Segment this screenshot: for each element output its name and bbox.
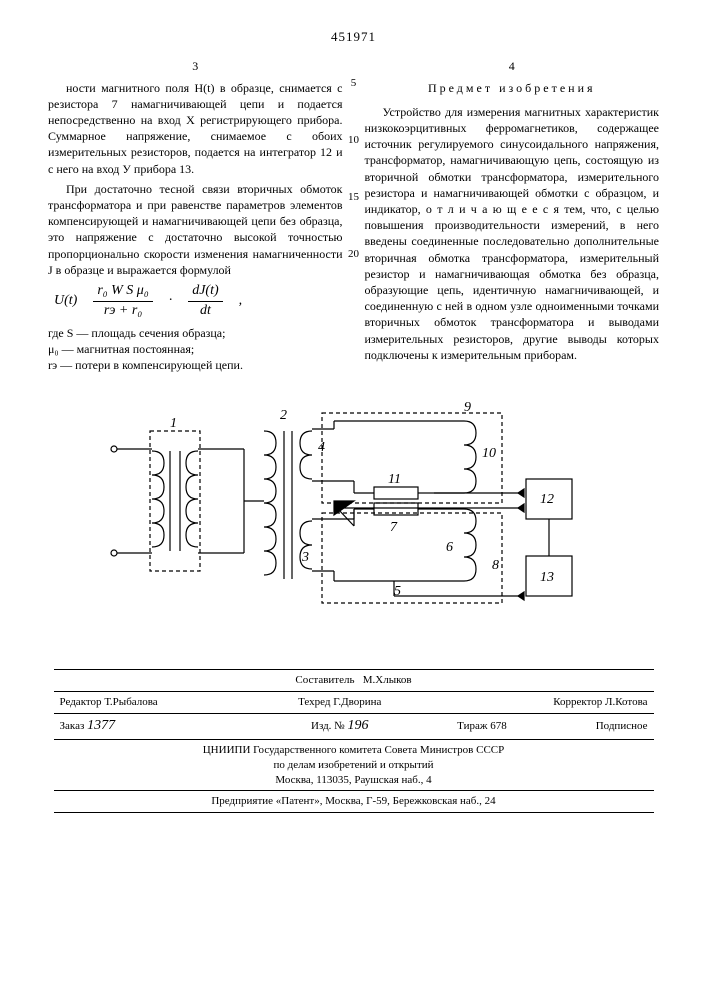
node-12: 12 xyxy=(540,492,554,507)
ed-label: Изд. № xyxy=(311,720,345,732)
where-list: где S — площадь сечения образца; μ₀ — ма… xyxy=(48,325,343,374)
frac2-den: dt xyxy=(188,302,222,321)
ln-20: 20 xyxy=(348,247,359,262)
tirage-value: 678 xyxy=(490,720,507,732)
column-right: 4 Предмет изобретения Устройство для изм… xyxy=(365,58,660,374)
frac1-den: rэ + r₀ xyxy=(93,302,152,321)
node-3: 3 xyxy=(301,550,309,565)
corrector-label: Корректор xyxy=(553,696,602,708)
page-num-left: 3 xyxy=(48,58,343,74)
left-paragraph-2: При достаточно тесной связи вторичных об… xyxy=(48,181,343,278)
page-num-right: 4 xyxy=(365,58,660,74)
node-11: 11 xyxy=(388,472,401,487)
subscribe: Подписное xyxy=(596,720,648,732)
corrector-name: Л.Котова xyxy=(605,696,647,708)
patent-number: 451971 xyxy=(48,28,659,46)
node-13: 13 xyxy=(540,570,554,585)
formula-lhs: U(t) xyxy=(54,292,77,311)
node-1: 1 xyxy=(170,416,177,431)
addr-2: Предприятие «Патент», Москва, Г-59, Бере… xyxy=(54,791,654,813)
org-line-2: по делам изобретений и открытий xyxy=(273,759,433,771)
node-6: 6 xyxy=(446,540,453,555)
tech-label: Техред xyxy=(298,696,330,708)
editor-name: Т.Рыбалова xyxy=(104,696,157,708)
editor-label: Редактор xyxy=(60,696,102,708)
org-line-1: ЦНИИПИ Государственного комитета Совета … xyxy=(203,744,505,756)
frac2-num: dJ(t) xyxy=(188,282,222,302)
ln-10: 10 xyxy=(348,133,359,148)
order-value: 1377 xyxy=(87,718,115,733)
composer-label: Составитель xyxy=(295,674,354,686)
node-5: 5 xyxy=(394,584,401,599)
right-paragraph-1: Устройство для измерения магнитных харак… xyxy=(365,104,660,363)
order-label: Заказ xyxy=(60,720,85,732)
tech-name: Г.Дворина xyxy=(333,696,381,708)
tirage-label: Тираж xyxy=(457,720,487,732)
footer-block: Составитель М.Хлыков Редактор Т.Рыбалова… xyxy=(54,669,654,813)
frac1-num: r₀ W S μ₀ xyxy=(93,282,152,302)
where-mu: μ₀ — магнитная постоянная; xyxy=(48,341,343,357)
node-7: 7 xyxy=(390,520,398,535)
left-paragraph-1: ности магнитного поля H(t) в образце, сн… xyxy=(48,80,343,177)
where-re: rэ — потери в компенсирующей цепи. xyxy=(48,357,343,373)
ln-15: 15 xyxy=(348,190,359,205)
node-2: 2 xyxy=(280,408,287,423)
where-s: где S — площадь сечения образца; xyxy=(48,325,343,341)
node-4: 4 xyxy=(318,440,325,455)
circuit-diagram: 1 2 3 4 5 6 7 8 9 10 11 12 13 xyxy=(48,391,659,641)
formula-frac-1: r₀ W S μ₀ rэ + r₀ xyxy=(93,282,152,321)
node-10: 10 xyxy=(482,446,496,461)
formula: U(t) r₀ W S μ₀ rэ + r₀ · dJ(t) dt , xyxy=(48,282,343,321)
node-9: 9 xyxy=(464,400,471,415)
node-8: 8 xyxy=(492,558,499,573)
gutter-line-numbers: 5 10 15 20 xyxy=(348,76,359,261)
subject-title: Предмет изобретения xyxy=(365,80,660,96)
ln-5: 5 xyxy=(348,76,359,91)
formula-frac-2: dJ(t) dt xyxy=(188,282,222,321)
addr-1: Москва, 113035, Раушская наб., 4 xyxy=(275,774,431,786)
ed-value: 196 xyxy=(347,718,368,733)
column-left: 3 ности магнитного поля H(t) в образце, … xyxy=(48,58,343,374)
composer-name: М.Хлыков xyxy=(363,674,412,686)
